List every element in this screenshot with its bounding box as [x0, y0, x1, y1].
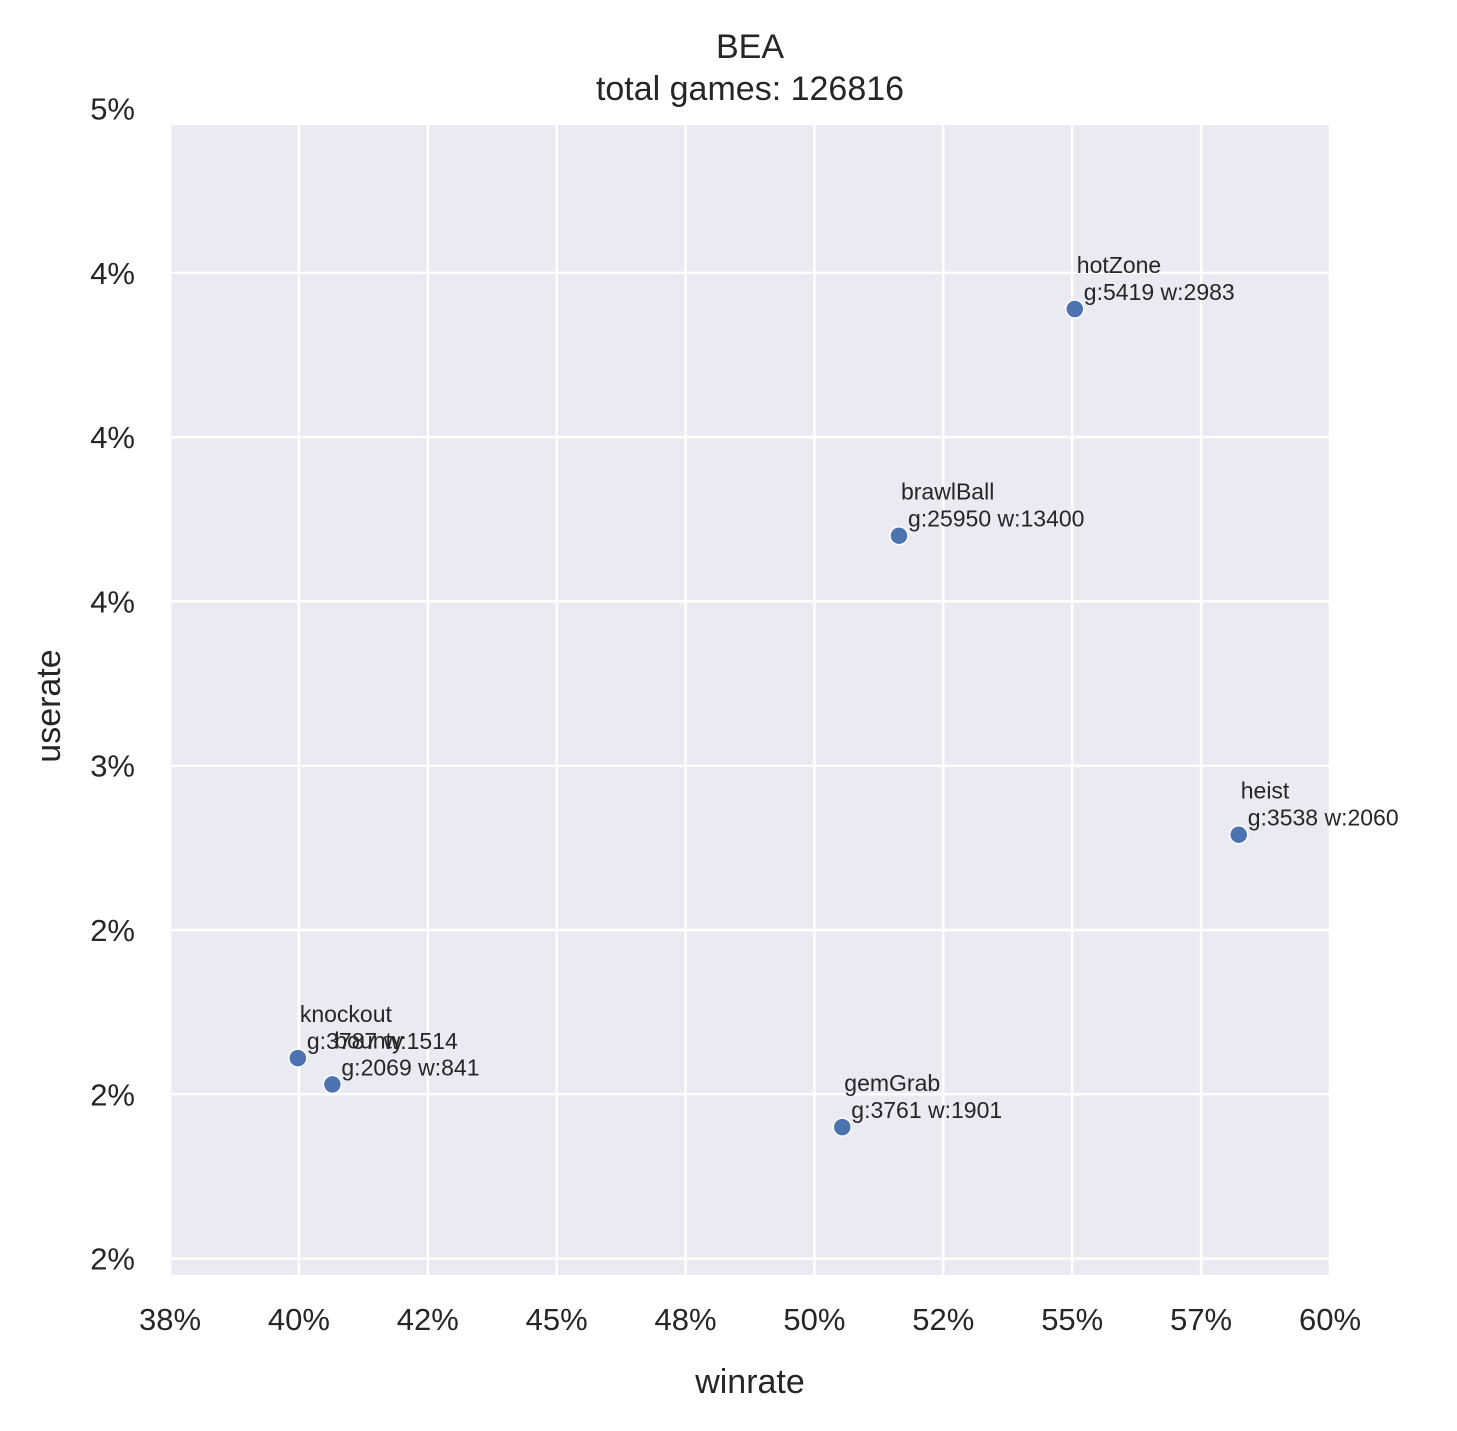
y-tick-label: 5% [90, 92, 135, 127]
y-tick-label: 2% [90, 1077, 135, 1112]
x-tick-label: 42% [397, 1302, 459, 1337]
data-point [1065, 299, 1085, 319]
chart-subtitle: total games: 126816 [596, 70, 904, 108]
y-tick-label: 4% [90, 584, 135, 619]
x-tick-labels: 38% 40% 42% 45% 48% 50% 52% 55% 57% 60% [139, 1302, 1361, 1337]
point-games-label: g:3761 w:1901 [851, 1097, 1002, 1123]
data-point [322, 1074, 343, 1095]
x-tick-label: 55% [1041, 1302, 1103, 1337]
x-tick-label: 52% [912, 1302, 974, 1337]
data-point [889, 525, 909, 546]
y-tick-label: 4% [90, 420, 135, 455]
point-name-label: gemGrab [844, 1070, 940, 1096]
data-points [288, 299, 1249, 1137]
y-axis-label: userate [30, 649, 68, 762]
x-tick-label: 48% [655, 1302, 717, 1337]
x-tick-label: 57% [1170, 1302, 1232, 1337]
point-games-label: g:25950 w:13400 [908, 506, 1085, 532]
chart-title: BEA [716, 28, 784, 66]
point-name-label: heist [1241, 778, 1290, 804]
x-tick-label: 50% [783, 1302, 845, 1337]
y-tick-label: 2% [90, 1242, 135, 1277]
data-point [288, 1048, 308, 1068]
x-tick-label: 40% [268, 1302, 330, 1337]
data-point [1228, 824, 1249, 845]
x-tick-label: 45% [526, 1302, 588, 1337]
point-games-label: g:3538 w:2060 [1248, 805, 1399, 831]
y-tick-label: 3% [90, 749, 135, 784]
point-name-label: brawlBall [901, 479, 994, 505]
x-axis-label: winrate [694, 1363, 805, 1401]
point-name-label: knockout [300, 1001, 393, 1027]
y-tick-labels: 2% 2% 2% 3% 4% 4% 4% 5% [90, 92, 135, 1277]
point-name-label: bounty [334, 1027, 404, 1053]
x-tick-label: 38% [139, 1302, 201, 1337]
y-tick-label: 4% [90, 256, 135, 291]
y-tick-label: 2% [90, 913, 135, 948]
x-tick-label: 60% [1299, 1302, 1361, 1337]
data-point [832, 1117, 853, 1137]
point-games-label: g:5419 w:2983 [1084, 279, 1235, 305]
plot-area [170, 125, 1330, 1275]
point-games-label: g:2069 w:841 [341, 1054, 479, 1080]
point-name-label: hotZone [1077, 252, 1161, 278]
point-games-label: g:3787 w:1514 [307, 1028, 458, 1054]
